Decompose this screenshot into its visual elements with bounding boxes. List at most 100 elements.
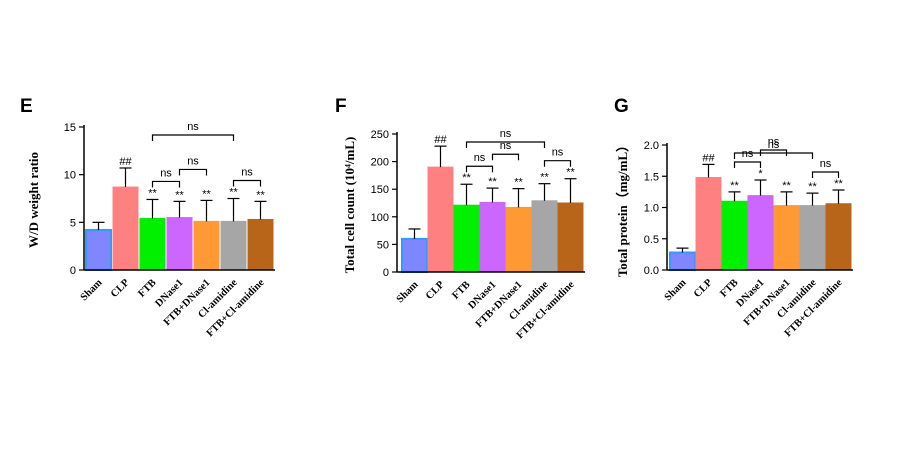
bracket-label: ns bbox=[500, 140, 512, 152]
comparison-bracket: ns bbox=[178, 155, 208, 176]
chart-panel-e: EW/D weight ratioSham##CLP**FTB**DNase1*… bbox=[20, 96, 275, 339]
bracket-label: ns bbox=[768, 139, 780, 151]
y-tick-label: 200 bbox=[371, 157, 389, 169]
significance-marker: ** bbox=[148, 187, 157, 199]
bracket-label: ns bbox=[768, 136, 780, 148]
significance-marker: * bbox=[758, 168, 763, 180]
bar-sham bbox=[669, 251, 696, 271]
bar-ftb-dnase1 bbox=[505, 206, 532, 273]
bar-dnase1 bbox=[747, 195, 774, 271]
y-tick-label: 15 bbox=[64, 122, 76, 134]
bar-ftb bbox=[139, 218, 166, 271]
y-tick-label: 100 bbox=[371, 212, 389, 224]
bracket-line bbox=[733, 161, 762, 168]
comparison-bracket: ns bbox=[151, 167, 181, 188]
category-label-ftb: FTB bbox=[450, 279, 472, 301]
y-tick-label: 2.0 bbox=[644, 140, 659, 152]
bracket-line bbox=[733, 152, 814, 159]
bracket-line bbox=[151, 180, 181, 188]
y-tick-label: 1.5 bbox=[644, 171, 659, 183]
significance-marker: ** bbox=[202, 188, 211, 200]
category-label-sham: Sham bbox=[663, 277, 689, 303]
bracket-label: ns bbox=[474, 152, 486, 164]
bar-ftb-cl-amidine bbox=[825, 203, 852, 271]
chart-panel-f: F Total cell count (10⁴/mL) Sham ## CLP ** FTB… bbox=[335, 96, 585, 341]
bracket-line bbox=[465, 141, 546, 148]
bar-cl-amidine bbox=[220, 220, 247, 271]
bar-dnase1 bbox=[166, 217, 193, 271]
bracket-line bbox=[811, 171, 840, 178]
bar-clp bbox=[695, 177, 722, 271]
bar-sham bbox=[401, 237, 428, 274]
significance-marker: ** bbox=[175, 189, 184, 201]
comparison-bracket: ns bbox=[151, 121, 235, 141]
comparison-bracket: ns bbox=[733, 139, 814, 159]
significance-marker: ** bbox=[229, 187, 238, 199]
bar-ftb-dnase1 bbox=[773, 205, 800, 271]
significance-marker: ## bbox=[434, 134, 447, 146]
y-axis-label: Total cell count (10⁴/mL) bbox=[342, 137, 357, 274]
y-tick-label: 5 bbox=[70, 217, 76, 229]
y-tick-label: 1.0 bbox=[644, 203, 659, 215]
bar-clp bbox=[427, 166, 454, 273]
category-label-sham: Sham bbox=[79, 277, 105, 303]
bar-ftb bbox=[453, 204, 480, 273]
category-label-clp: CLP bbox=[424, 279, 447, 302]
panel-letter: F bbox=[335, 96, 347, 117]
significance-marker: ** bbox=[808, 181, 817, 193]
bar-ftb-cl-amidine bbox=[557, 202, 584, 273]
category-label-ftb: FTB bbox=[718, 277, 740, 299]
bracket-label: ns bbox=[187, 121, 199, 133]
significance-marker: ## bbox=[702, 152, 715, 164]
bar-clp bbox=[112, 186, 139, 271]
bar-ftb-dnase1 bbox=[193, 220, 220, 271]
y-tick-label: 0.5 bbox=[644, 234, 659, 246]
significance-marker: ** bbox=[782, 180, 791, 192]
bracket-line bbox=[151, 134, 235, 141]
bracket-line bbox=[465, 165, 494, 173]
comparison-bracket: ns bbox=[543, 147, 572, 167]
significance-marker: ** bbox=[514, 177, 523, 189]
bar-ftb-cl-amidine bbox=[247, 218, 274, 271]
significance-marker: ** bbox=[834, 178, 843, 190]
bracket-label: ns bbox=[160, 167, 172, 179]
y-axis-label: Total protein（mg/mL） bbox=[615, 139, 630, 277]
bar-sham bbox=[85, 228, 112, 272]
category-label-clp: CLP bbox=[692, 277, 715, 300]
y-tick-label: 0.0 bbox=[644, 265, 659, 277]
bar-cl-amidine bbox=[531, 200, 558, 273]
category-label-sham: Sham bbox=[395, 279, 421, 305]
comparison-bracket: ns bbox=[733, 148, 762, 168]
bracket-label: ns bbox=[552, 147, 564, 159]
y-tick-label: 150 bbox=[371, 184, 389, 196]
y-axis-label: W/D weight ratio bbox=[26, 152, 41, 248]
y-tick-label: 0 bbox=[70, 265, 76, 277]
bar-ftb bbox=[721, 200, 748, 271]
y-tick-label: 0 bbox=[383, 267, 389, 279]
comparison-bracket: ns bbox=[465, 152, 494, 173]
significance-marker: ** bbox=[540, 172, 549, 184]
bracket-label: ns bbox=[820, 158, 832, 170]
bracket-label: ns bbox=[187, 155, 199, 167]
bracket-line bbox=[178, 168, 208, 176]
significance-marker: ## bbox=[119, 156, 132, 168]
comparison-bracket: ns bbox=[491, 140, 520, 161]
significance-marker: ** bbox=[256, 189, 265, 201]
comparison-bracket: ns bbox=[811, 158, 840, 178]
bracket-line bbox=[491, 153, 520, 161]
bracket-line bbox=[543, 160, 572, 167]
bracket-label: ns bbox=[742, 148, 754, 160]
significance-marker: ** bbox=[730, 180, 739, 192]
panel-letter: G bbox=[614, 96, 629, 117]
comparison-bracket: ns bbox=[465, 128, 546, 148]
y-tick-label: 50 bbox=[377, 239, 389, 251]
category-label-clp: CLP bbox=[109, 277, 132, 300]
significance-marker: ** bbox=[488, 176, 497, 188]
bracket-label: ns bbox=[241, 167, 253, 179]
bracket-label: ns bbox=[500, 128, 512, 140]
significance-marker: ** bbox=[566, 167, 575, 179]
category-label-ftb: FTB bbox=[136, 277, 158, 299]
bar-cl-amidine bbox=[799, 205, 826, 271]
comparison-bracket: ns bbox=[232, 167, 262, 187]
